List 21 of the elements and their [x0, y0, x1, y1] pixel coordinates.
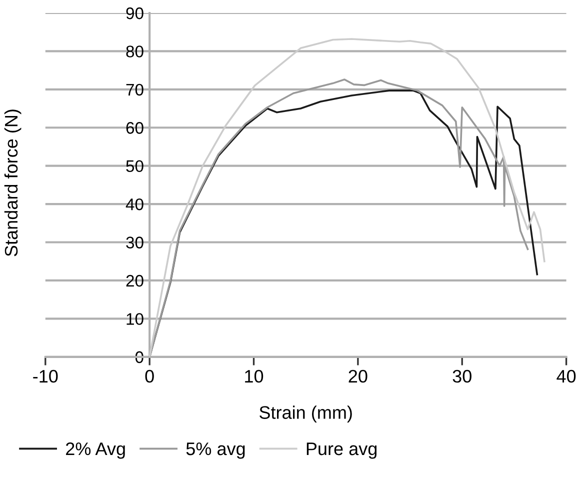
x-tick-label: -10	[33, 370, 58, 383]
y-tick-label: 80	[126, 46, 144, 58]
x-tick-label: 10	[245, 370, 264, 383]
y-tick-label: 30	[126, 236, 144, 248]
y-tick-label: 50	[126, 160, 144, 172]
x-axis-title: Strain (mm)	[260, 406, 352, 422]
x-tick-label: 20	[348, 370, 368, 383]
legend-label: 2% Avg	[66, 442, 125, 459]
x-tick-label: 30	[452, 370, 472, 383]
y-tick-label: 10	[126, 313, 144, 325]
x-tick-label: 0	[145, 370, 154, 383]
y-tick-label: 70	[126, 84, 144, 96]
y-axis-title: Standard force (N)	[4, 110, 22, 256]
legend-label: 5% avg	[186, 442, 245, 459]
line-series	[148, 38, 546, 357]
y-tick-label: 40	[126, 198, 144, 210]
y-tick-label: 20	[126, 274, 144, 287]
legend-label: Pure avg	[306, 442, 377, 459]
x-tick-label: 40	[556, 370, 576, 383]
y-tick-label: 90	[126, 7, 144, 20]
y-tick-label: 60	[126, 122, 144, 134]
